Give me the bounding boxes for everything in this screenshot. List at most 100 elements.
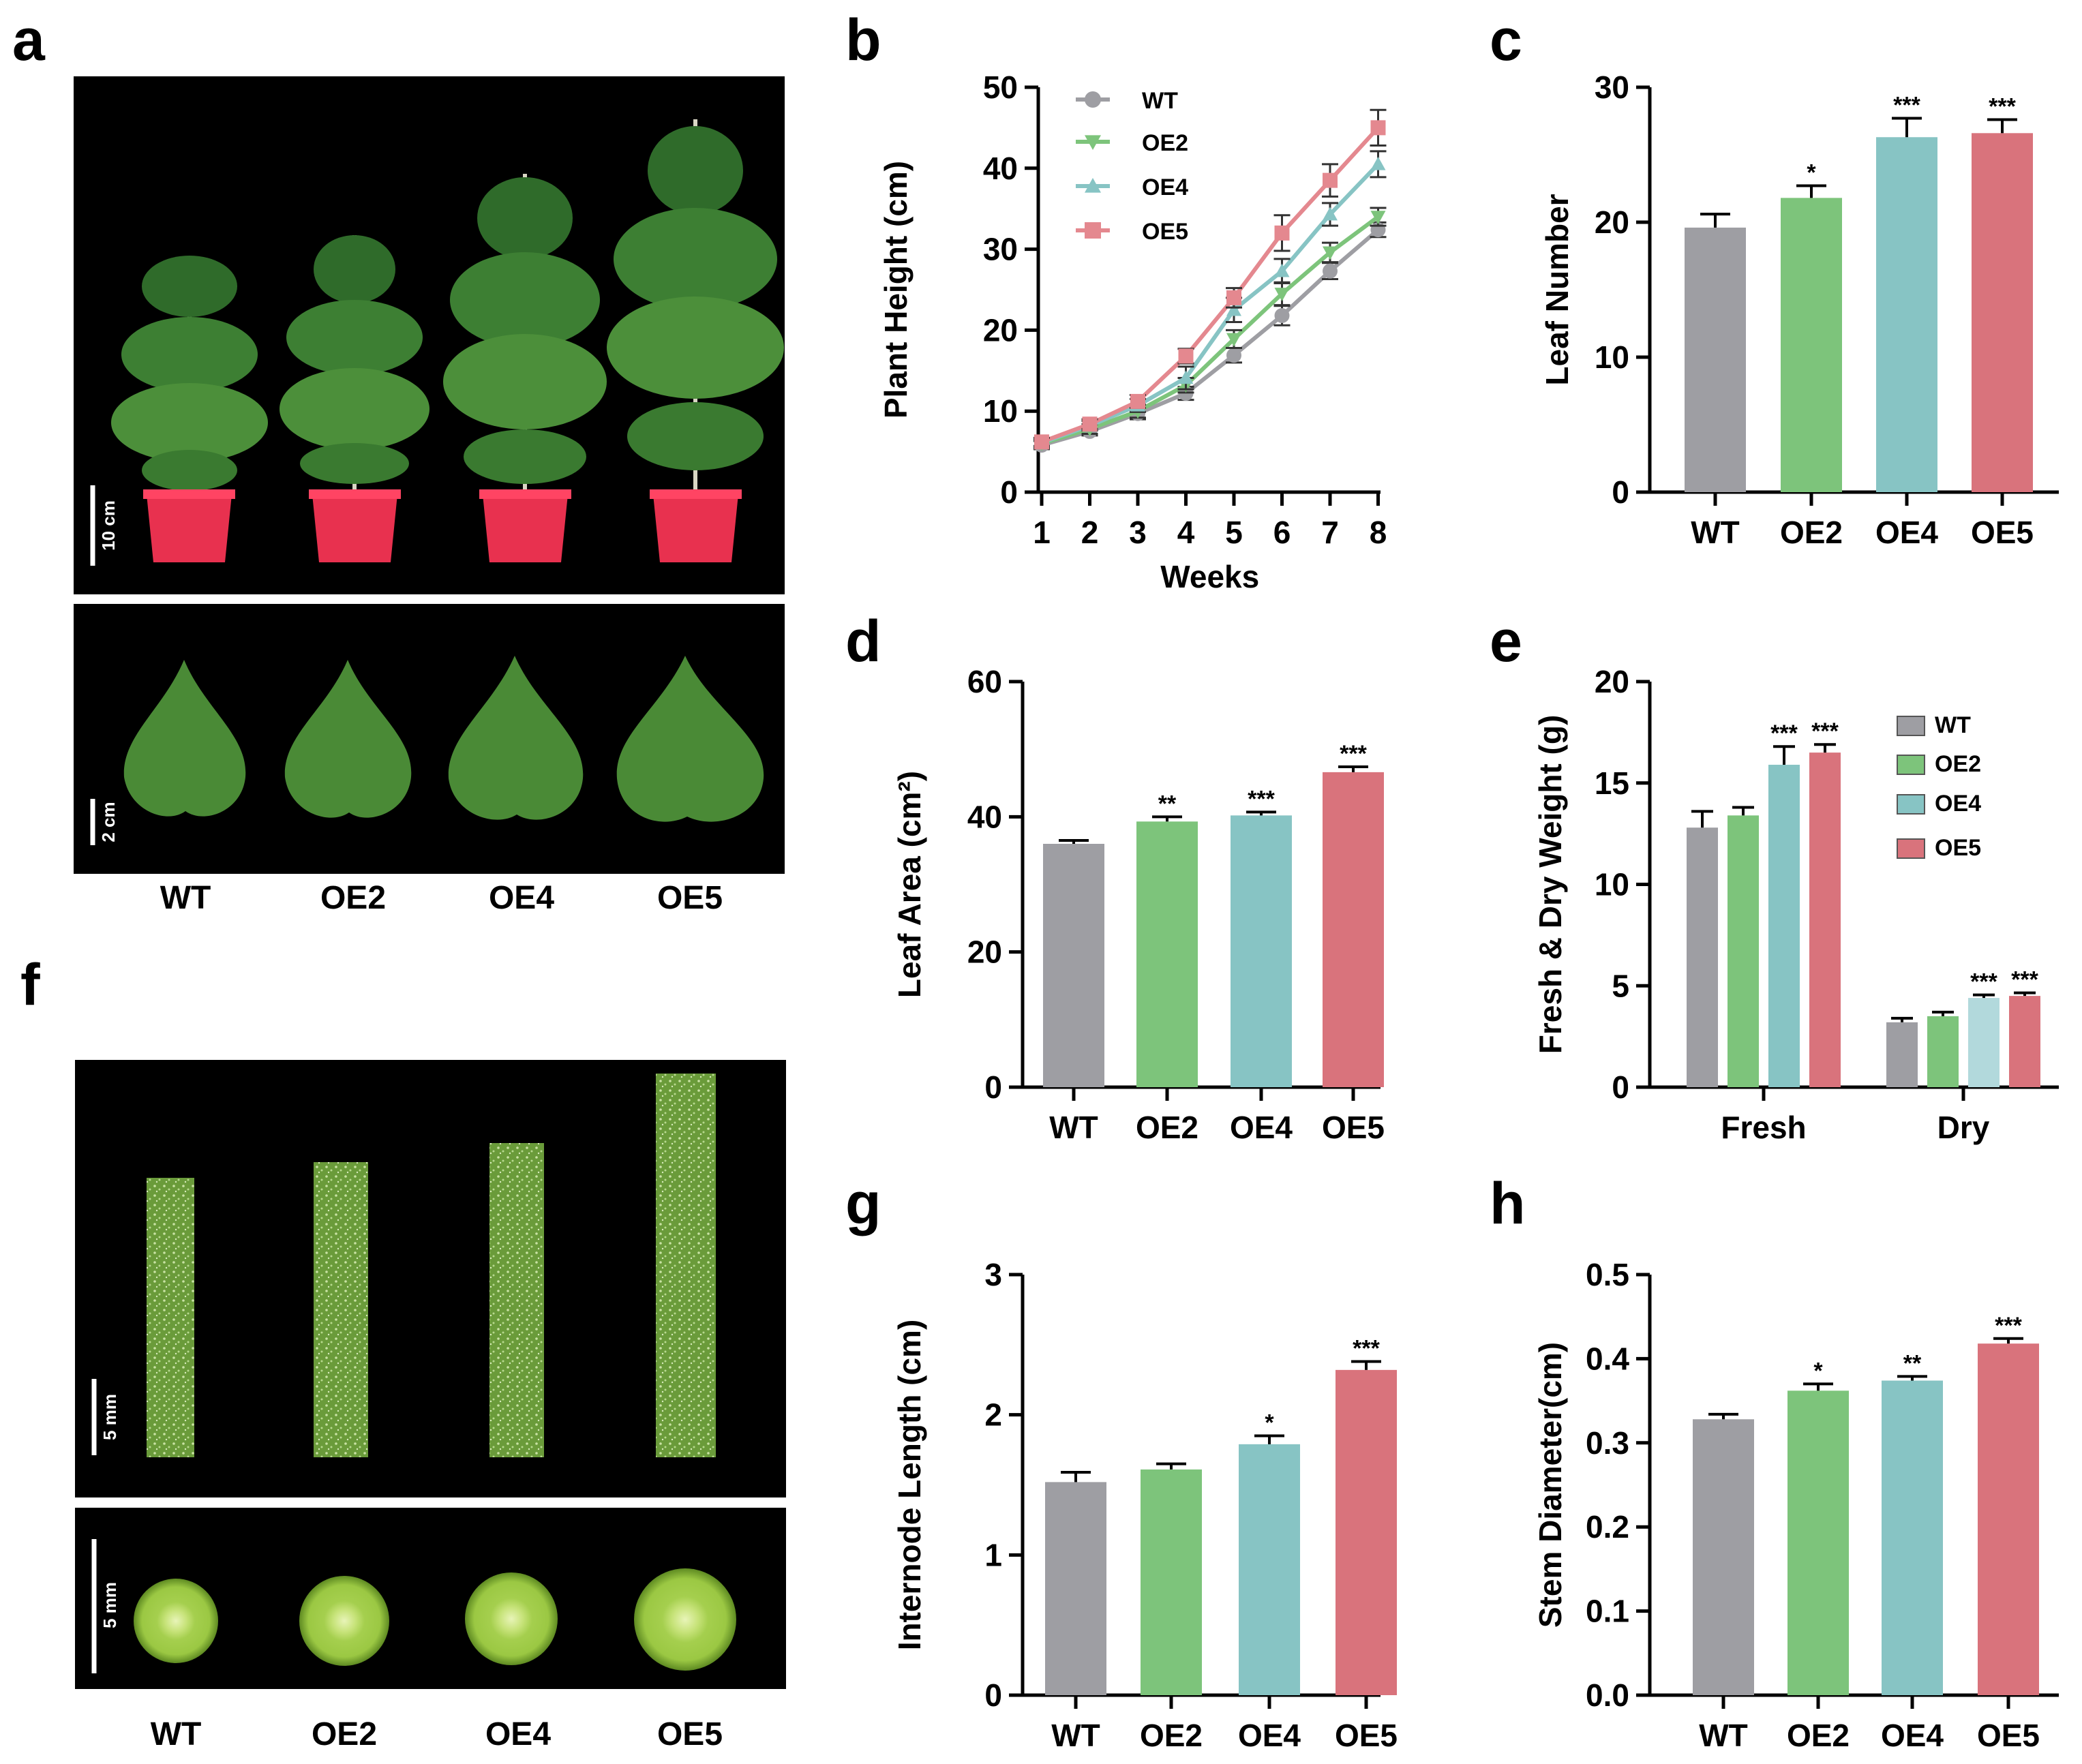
data-point [1274, 308, 1290, 324]
y-axis-label: Leaf Area (cm²) [892, 771, 927, 998]
panel-label-c: c [1490, 7, 1522, 73]
significance-label: *** [1340, 741, 1367, 767]
data-point [1370, 211, 1386, 225]
y-tick-label: 0 [1000, 474, 1018, 510]
y-tick-label: 2 [984, 1397, 1002, 1433]
x-tick-label: OE2 [1136, 1110, 1198, 1145]
y-axis-label: Fresh & Dry Weight (g) [1533, 715, 1568, 1054]
y-tick-label: 60 [967, 664, 1002, 699]
cross-section-oe4 [465, 1572, 558, 1665]
significance-label: *** [1989, 94, 2016, 120]
data-point [1178, 370, 1194, 384]
y-tick-label: 40 [967, 799, 1002, 834]
chart-g: g Internode Length (cm) 0 1 2 3 WT OE2 * OE4 *** OE… [845, 1171, 1398, 1753]
y-tick-label: 10 [1595, 339, 1629, 375]
bar [1886, 1022, 1918, 1087]
series-line [1041, 215, 1380, 446]
bar [1728, 815, 1759, 1087]
panel-label-f: f [20, 952, 40, 1018]
bar [1687, 827, 1718, 1087]
y-axis-label: Internode Length (cm) [892, 1320, 927, 1651]
scale-label-5mm-2: 5 mm [100, 1582, 120, 1628]
legend-swatch [1897, 838, 1925, 859]
genotype-label: OE5 [657, 880, 723, 916]
x-tick-label: Fresh [1721, 1110, 1806, 1145]
y-tick-label: 0.3 [1586, 1425, 1629, 1461]
y-tick-label: 20 [983, 312, 1018, 348]
data-point [1370, 156, 1386, 170]
significance-label: *** [1995, 1313, 2022, 1339]
data-point [1323, 172, 1338, 188]
significance-label: * [1807, 160, 1816, 186]
data-point [1274, 288, 1290, 301]
x-tick-label: WT [1051, 1718, 1100, 1753]
legend-swatch [1897, 794, 1925, 815]
chart-b: b Plant Height (cm) 0 10 20 30 40 50 1 2 3 4 5 6 7 8 Wee… [845, 7, 1387, 594]
legend-item: OE2 [1076, 130, 1188, 156]
legend-item: OE5 [1076, 219, 1188, 245]
data-point [1130, 393, 1145, 409]
significance-label: * [1813, 1358, 1823, 1384]
plant-wt [111, 256, 268, 562]
bar [1781, 198, 1842, 492]
legend-label: OE4 [1142, 174, 1188, 200]
y-tick-label: 20 [1595, 664, 1629, 699]
x-axis-label: Weeks [1160, 559, 1259, 594]
chart-d: d Leaf Area (cm²) 0 20 40 60 WT ** OE2 *** OE4 *** O… [845, 609, 1385, 1145]
significance-label: *** [1770, 720, 1798, 746]
data-point [1323, 263, 1338, 279]
significance-label: *** [1248, 786, 1275, 812]
leaf-oe2 [284, 660, 412, 818]
x-tick-label: Dry [1937, 1110, 1990, 1145]
x-tick-label: OE5 [1977, 1718, 2040, 1753]
data-point [1370, 120, 1386, 136]
genotype-label: WT [151, 1716, 202, 1752]
x-tick-label: OE5 [1971, 515, 2034, 550]
bar [1787, 1390, 1849, 1695]
x-tick-label: 2 [1081, 515, 1099, 550]
x-tick-label: OE5 [1335, 1718, 1398, 1753]
y-tick-label: 1 [984, 1537, 1002, 1572]
significance-label: *** [1353, 1336, 1380, 1362]
significance-label: ** [1903, 1350, 1922, 1376]
bar [2009, 996, 2040, 1087]
x-tick-label: WT [1049, 1110, 1098, 1145]
genotype-label: OE4 [485, 1716, 551, 1752]
y-tick-label: 10 [1595, 867, 1629, 902]
bar [1141, 1469, 1202, 1695]
bar [1136, 821, 1198, 1087]
genotype-label: OE2 [320, 880, 386, 916]
legend-label: OE4 [1935, 791, 1981, 817]
y-tick-label: 0.4 [1586, 1341, 1629, 1376]
y-tick-label: 0.5 [1586, 1257, 1629, 1292]
legend-swatch [1897, 716, 1925, 736]
genotype-label: OE2 [312, 1716, 377, 1752]
data-point [1323, 246, 1338, 260]
bar [1768, 764, 1800, 1087]
legend-label: WT [1935, 712, 1971, 738]
y-axis-label: Stem Diameter(cm) [1533, 1342, 1568, 1628]
bar [1045, 1482, 1106, 1695]
x-tick-label: OE2 [1140, 1718, 1203, 1753]
bar [1323, 772, 1384, 1087]
data-point [1226, 333, 1241, 347]
x-tick-label: OE4 [1881, 1718, 1944, 1753]
data-point [1274, 225, 1290, 241]
y-tick-label: 20 [967, 934, 1002, 970]
legend-label: OE5 [1935, 835, 1981, 861]
significance-label: * [1265, 1410, 1274, 1436]
y-tick-label: 30 [983, 232, 1018, 267]
y-axis-label: Leaf Number [1539, 194, 1575, 385]
significance-label: *** [1811, 718, 1839, 744]
data-point [1178, 348, 1194, 364]
genotype-label: OE4 [489, 880, 554, 916]
x-tick-label: WT [1699, 1718, 1748, 1753]
panel-label-h: h [1490, 1171, 1526, 1236]
x-tick-label: 1 [1033, 515, 1051, 550]
x-tick-label: 5 [1225, 515, 1243, 550]
legend-swatch [1897, 755, 1925, 775]
cross-section-oe2 [299, 1576, 389, 1666]
chart-h: h Stem Diameter(cm) 0.0 0.1 0.2 0.3 0.4 0.5 WT * O… [1490, 1171, 2059, 1753]
y-tick-label: 0.1 [1586, 1594, 1629, 1629]
bar [1876, 137, 1937, 492]
